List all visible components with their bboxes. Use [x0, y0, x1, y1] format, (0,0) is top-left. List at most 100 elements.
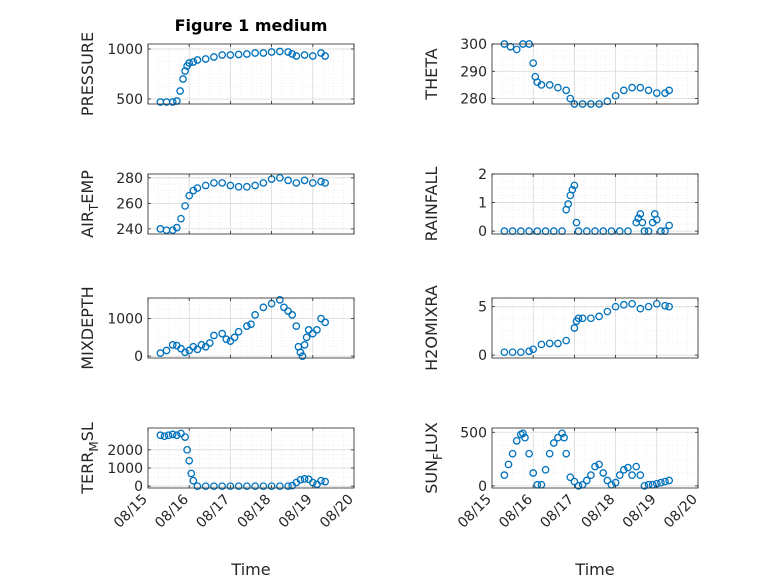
data-point [632, 462, 641, 471]
data-point [234, 182, 243, 191]
data-point [189, 476, 198, 485]
data-point [652, 215, 661, 224]
y-tick-label: 500 [460, 425, 487, 441]
data-point [558, 429, 566, 438]
y-tick-label: 0 [134, 479, 143, 495]
data-point [628, 83, 636, 92]
data-point [179, 75, 187, 83]
x-tick-label: 08/20 [661, 492, 701, 532]
data-point [500, 471, 509, 479]
y-axis-title-main: MIXDEPTH [78, 286, 97, 369]
data-point [284, 176, 292, 185]
data-point [562, 336, 571, 345]
data-point [210, 179, 218, 187]
axes-pressure: 500 1000 PRESSURE [78, 32, 355, 116]
data-point [562, 449, 571, 458]
x-tick-label: 08/16 [496, 491, 536, 531]
data-point [205, 339, 214, 347]
data-point [512, 45, 521, 54]
y-axis-title-main: TERR [78, 452, 97, 495]
data-point [185, 456, 194, 465]
data-point [512, 437, 521, 445]
data-point [193, 482, 202, 491]
data-point [636, 304, 645, 313]
y-axis-title: SUNFLUX [422, 422, 445, 494]
y-axis-title-tail: LUX [422, 422, 441, 453]
data-point [259, 303, 268, 312]
data-point [599, 469, 608, 477]
data-point [288, 311, 297, 319]
axes-frame [147, 427, 355, 489]
data-point [308, 179, 317, 187]
data-point [177, 344, 185, 353]
data-point [504, 460, 513, 469]
data-point [665, 221, 674, 230]
data-point [193, 56, 202, 64]
data-point [321, 477, 330, 486]
y-tick-label: 0 [478, 479, 487, 495]
data-point [292, 322, 301, 330]
data-point [317, 314, 325, 323]
axes-mixdepth: 0 1000 MIXDEPTH [78, 286, 355, 370]
data-point [574, 482, 583, 490]
data-point [321, 318, 330, 327]
x-tick-label: 08/16 [152, 491, 192, 531]
data-point [234, 50, 243, 59]
data-point [644, 302, 653, 311]
axes-frame [147, 173, 355, 235]
data-point [259, 482, 268, 491]
data-point [226, 181, 235, 190]
data-point [201, 342, 210, 351]
data-point [313, 326, 321, 334]
data-point [201, 181, 210, 190]
data-point [516, 348, 525, 357]
data-point [506, 42, 515, 51]
y-tick-label: 2000 [107, 443, 143, 459]
y-tick-label: 500 [116, 92, 143, 108]
data-point [243, 322, 251, 330]
data-point [587, 471, 595, 479]
data-point [210, 53, 218, 61]
data-point [634, 214, 643, 223]
axes-h2omixra: 0 5 H2OMIXRA [422, 285, 699, 371]
data-point [521, 433, 529, 442]
data-point [619, 86, 628, 95]
y-axis-title-tail: SL [78, 422, 97, 441]
data-point [251, 482, 259, 491]
data-point [292, 52, 301, 60]
y-tick-label: 260 [116, 196, 143, 212]
data-point [525, 449, 533, 458]
y-tick-label: 1000 [107, 312, 143, 328]
data-point [308, 329, 317, 338]
data-point [259, 49, 268, 57]
data-point [638, 218, 647, 227]
data-point [243, 50, 251, 58]
data-point [210, 482, 218, 491]
figure-title: Figure 1 medium [175, 16, 328, 35]
y-tick-label: 1 [478, 196, 487, 212]
data-point [661, 477, 669, 486]
data-point [665, 302, 674, 311]
data-point [628, 471, 636, 479]
data-point [537, 340, 546, 349]
data-point [292, 179, 301, 187]
data-point [529, 59, 538, 67]
data-point [529, 345, 538, 354]
y-tick-label: 280 [460, 92, 487, 108]
x-tick-label: 08/17 [193, 492, 233, 532]
axes-terr-msl: 0 1000 2000 TERRMSL 08/15 08/16 08/17 08/18 08/1… [78, 422, 357, 531]
data-point [566, 473, 575, 482]
data-point [234, 482, 243, 491]
data-point [259, 179, 268, 187]
data-point [636, 83, 645, 92]
data-point [187, 469, 196, 478]
x-tick-label: 08/19 [276, 492, 316, 532]
y-tick-label: 300 [460, 37, 487, 53]
data-point [560, 433, 568, 442]
data-point [300, 475, 309, 483]
y-axis-title-main: RAINFALL [422, 167, 441, 242]
data-point [172, 223, 181, 232]
data-point [652, 89, 661, 97]
